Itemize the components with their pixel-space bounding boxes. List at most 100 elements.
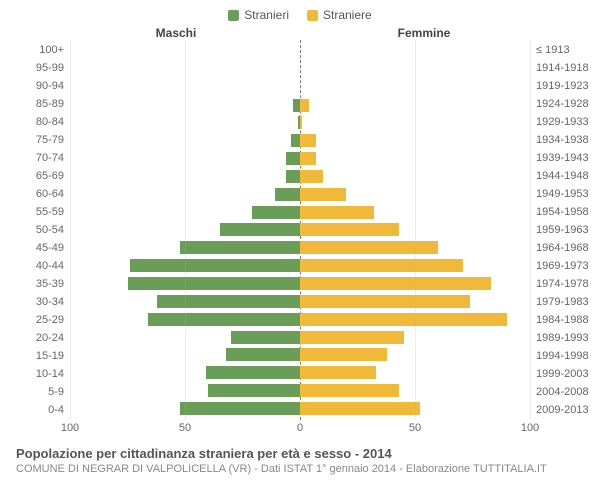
birth-year-label: 1949-1953 xyxy=(536,188,592,200)
legend-item-female: Straniere xyxy=(307,8,372,22)
male-bar xyxy=(275,188,300,201)
x-axis-right: 50100 xyxy=(300,420,530,440)
age-label: 20-24 xyxy=(8,332,64,344)
x-tick: 50 xyxy=(179,422,191,434)
birth-year-label: 2004-2008 xyxy=(536,386,592,398)
population-pyramid-chart: Stranieri Straniere Maschi Femmine Fasce… xyxy=(0,0,600,500)
male-bar xyxy=(148,313,300,326)
female-bars xyxy=(300,40,530,420)
birth-year-label: 1939-1943 xyxy=(536,152,592,164)
male-bar xyxy=(231,331,300,344)
age-label: 70-74 xyxy=(8,152,64,164)
female-bar xyxy=(300,152,316,165)
male-bars xyxy=(70,40,300,420)
female-bar xyxy=(300,277,491,290)
legend-label-male: Stranieri xyxy=(244,8,289,22)
female-bar xyxy=(300,116,302,129)
male-bar xyxy=(180,402,300,415)
female-bar xyxy=(300,313,507,326)
birth-year-label: 1989-1993 xyxy=(536,332,592,344)
age-label: 60-64 xyxy=(8,188,64,200)
x-tick: 50 xyxy=(409,422,421,434)
chart-subtitle: COMUNE DI NEGRAR DI VALPOLICELLA (VR) - … xyxy=(16,463,584,475)
male-bar xyxy=(128,277,301,290)
female-bar xyxy=(300,384,399,397)
birth-year-label: 1954-1958 xyxy=(536,206,592,218)
age-label: 50-54 xyxy=(8,224,64,236)
male-bar xyxy=(252,206,300,219)
male-bar xyxy=(220,223,301,236)
y-axis-title-left: Fasce di età xyxy=(0,142,2,205)
birth-year-label: 1959-1963 xyxy=(536,224,592,236)
age-label: 65-69 xyxy=(8,170,64,182)
age-label: 55-59 xyxy=(8,206,64,218)
age-label: 75-79 xyxy=(8,134,64,146)
female-bar xyxy=(300,402,420,415)
birth-year-label: 1914-1918 xyxy=(536,62,592,74)
age-label: 0-4 xyxy=(8,404,64,416)
male-bar xyxy=(286,170,300,183)
x-tick: 100 xyxy=(521,422,539,434)
age-label: 100+ xyxy=(8,44,64,56)
age-label: 80-84 xyxy=(8,116,64,128)
age-label: 40-44 xyxy=(8,260,64,272)
gender-label-male: Maschi xyxy=(70,26,300,40)
bars-container xyxy=(70,40,530,420)
male-bar xyxy=(180,241,300,254)
age-label: 90-94 xyxy=(8,80,64,92)
female-bar xyxy=(300,348,387,361)
female-bar xyxy=(300,331,404,344)
male-bar xyxy=(286,152,300,165)
age-label: 95-99 xyxy=(8,62,64,74)
male-bar xyxy=(206,366,300,379)
birth-year-label: 2009-2013 xyxy=(536,404,592,416)
birth-year-label: 1994-1998 xyxy=(536,350,592,362)
legend-label-female: Straniere xyxy=(323,8,372,22)
male-bar xyxy=(226,348,300,361)
birth-year-label: 1919-1923 xyxy=(536,80,592,92)
female-bar xyxy=(300,188,346,201)
birth-year-label: 1944-1948 xyxy=(536,170,592,182)
birth-year-label: 1934-1938 xyxy=(536,134,592,146)
legend-swatch-male xyxy=(228,10,239,21)
birth-year-label: 1969-1973 xyxy=(536,260,592,272)
male-bar xyxy=(208,384,300,397)
age-label: 10-14 xyxy=(8,368,64,380)
female-bar xyxy=(300,295,470,308)
female-bar xyxy=(300,99,309,112)
male-bar xyxy=(157,295,300,308)
birth-year-label: 1929-1933 xyxy=(536,116,592,128)
legend: Stranieri Straniere xyxy=(8,8,592,22)
birth-year-label: 1974-1978 xyxy=(536,278,592,290)
age-label: 15-19 xyxy=(8,350,64,362)
age-label: 45-49 xyxy=(8,242,64,254)
plot-area: Fasce di età 100+95-9990-9485-8980-8475-… xyxy=(8,40,592,420)
age-label: 35-39 xyxy=(8,278,64,290)
female-bar xyxy=(300,223,399,236)
male-bar xyxy=(130,259,300,272)
male-bar xyxy=(293,99,300,112)
female-bar xyxy=(300,259,463,272)
female-bar xyxy=(300,134,316,147)
age-label: 30-34 xyxy=(8,296,64,308)
legend-swatch-female xyxy=(307,10,318,21)
birth-year-label: 1964-1968 xyxy=(536,242,592,254)
y-axis-right: ≤ 1913 1914-1918 1919-1923 1924-1928 1929-19… xyxy=(530,40,592,420)
birth-year-label: 1924-1928 xyxy=(536,98,592,110)
chart-title: Popolazione per cittadinanza straniera p… xyxy=(16,446,584,461)
age-label: 5-9 xyxy=(8,386,64,398)
gender-labels: Maschi Femmine xyxy=(70,26,530,40)
x-tick: 100 xyxy=(61,422,79,434)
age-label: 25-29 xyxy=(8,314,64,326)
birth-year-label: 1984-1988 xyxy=(536,314,592,326)
age-label: 85-89 xyxy=(8,98,64,110)
male-bar xyxy=(291,134,300,147)
female-bar xyxy=(300,241,438,254)
x-axis-left: 050100 xyxy=(70,420,300,440)
birth-year-label: 1979-1983 xyxy=(536,296,592,308)
legend-item-male: Stranieri xyxy=(228,8,289,22)
x-axis: 050100 50100 xyxy=(70,420,530,440)
y-axis-left: 100+ 95-99 90-94 85-89 80-84 75-79 70-74 65-69 6… xyxy=(8,40,70,420)
female-bar xyxy=(300,170,323,183)
birth-year-label: ≤ 1913 xyxy=(536,44,592,56)
